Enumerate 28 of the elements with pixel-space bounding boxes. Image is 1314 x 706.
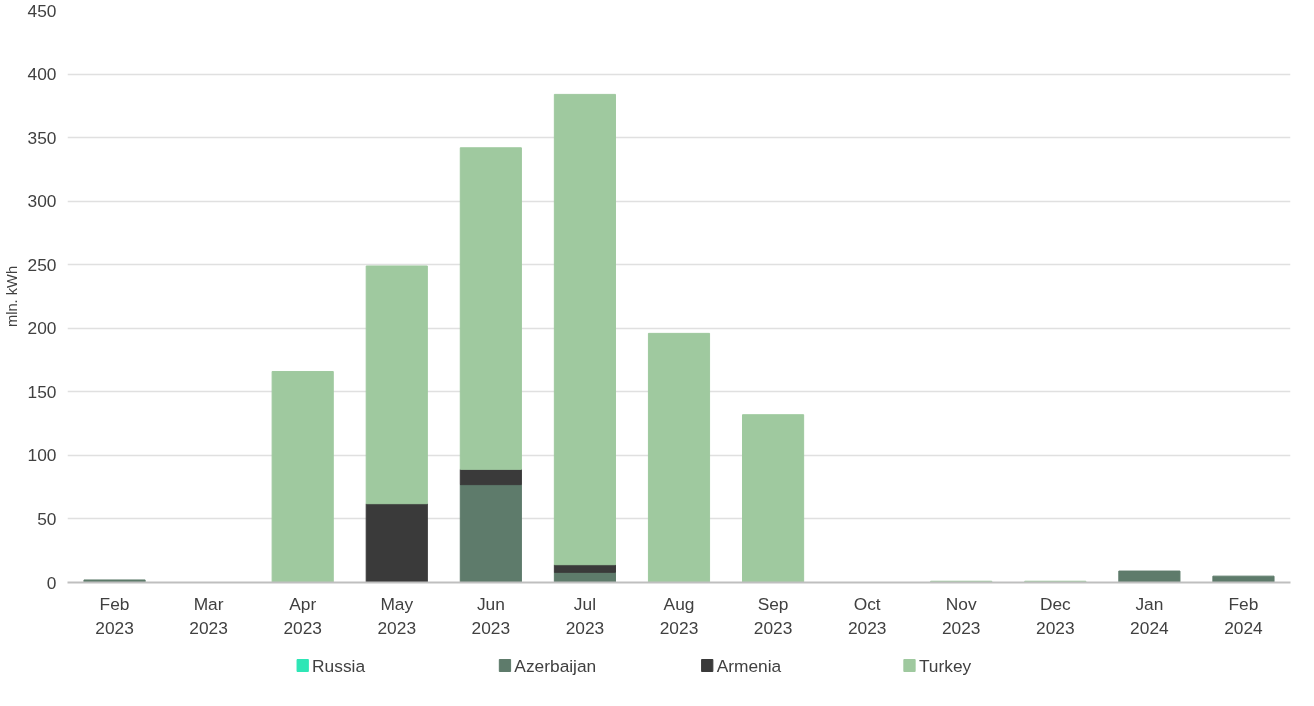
y-tick-label: 400: [27, 64, 57, 85]
x-tick-label: Feb 2023: [95, 593, 134, 638]
legend-label: Armenia: [716, 655, 782, 676]
y-tick-label: 250: [27, 254, 57, 275]
y-tick-label: 0: [46, 572, 57, 593]
legend-label: Azerbaijan: [514, 655, 597, 676]
y-tick-label: 50: [37, 508, 57, 529]
x-tick-label: Feb 2024: [1224, 593, 1264, 638]
x-tick-label: Aug 2023: [659, 593, 699, 638]
y-tick-label: 150: [27, 381, 57, 402]
y-tick-label: 200: [27, 318, 57, 339]
x-tick-label: Jan 2024: [1130, 593, 1170, 638]
y-tick-label: 100: [27, 445, 57, 466]
x-tick-label: Sep 2023: [753, 593, 793, 638]
legend-label: Turkey: [918, 655, 972, 676]
x-tick-label: Jun 2023: [471, 593, 511, 638]
x-tick-label: Nov 2023: [941, 593, 981, 638]
y-tick-label: 450: [27, 0, 57, 21]
y-tick-label: 300: [27, 191, 57, 212]
x-tick-label: Dec 2023: [1036, 593, 1075, 638]
x-tick-label: May 2023: [377, 593, 417, 638]
x-tick-label: Apr 2023: [283, 593, 322, 638]
x-tick-label: Oct 2023: [847, 593, 887, 638]
x-tick-label: Mar 2023: [189, 593, 228, 638]
y-tick-label: 350: [27, 127, 57, 148]
legend-label: Russia: [312, 655, 366, 676]
x-tick-label: Jul 2023: [565, 593, 605, 638]
y-axis-title: mln. kWh: [3, 265, 20, 328]
